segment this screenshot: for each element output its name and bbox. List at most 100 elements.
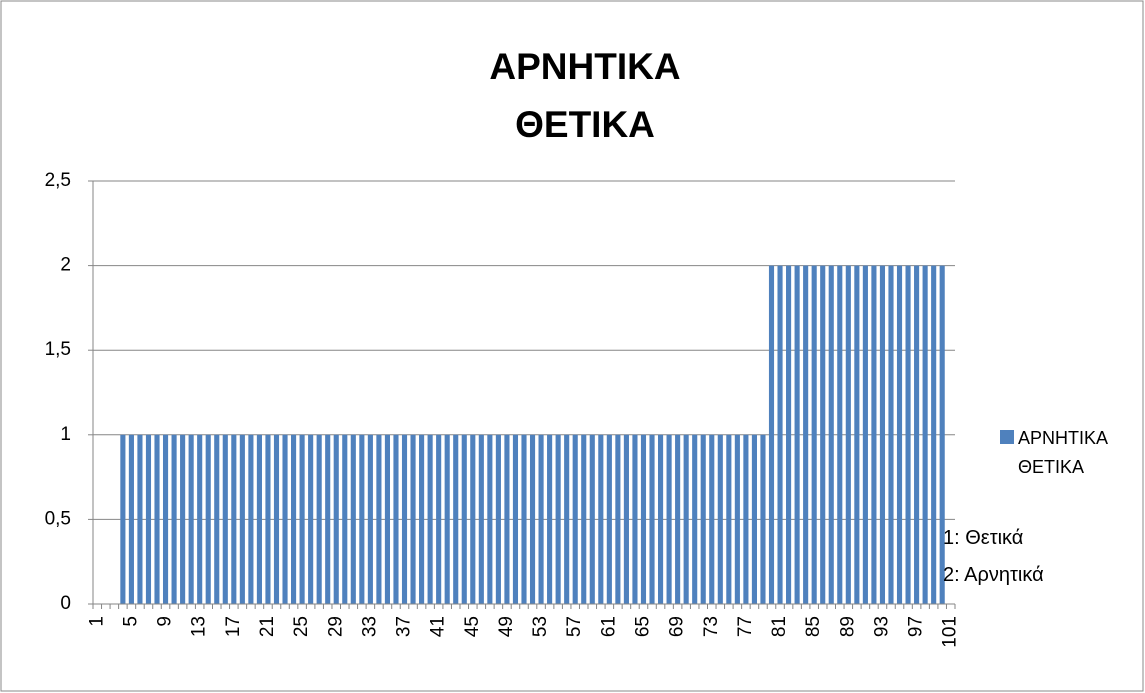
bar bbox=[367, 434, 373, 604]
bar bbox=[931, 265, 937, 604]
bar bbox=[640, 434, 647, 604]
legend-swatch bbox=[1000, 430, 1014, 444]
bar bbox=[547, 434, 553, 604]
x-tick-label: 81 bbox=[769, 616, 790, 637]
bar bbox=[811, 265, 817, 604]
bar bbox=[273, 434, 280, 604]
x-tick-label: 97 bbox=[906, 616, 927, 637]
bar bbox=[854, 265, 860, 604]
x-tick-label: 57 bbox=[564, 616, 585, 637]
bar bbox=[905, 265, 911, 604]
bar bbox=[871, 265, 877, 604]
bar bbox=[316, 434, 322, 604]
bar bbox=[325, 434, 331, 604]
bar bbox=[308, 434, 314, 604]
chart-title: ΑΡΝΗΤΙΚΑ ΘΕΤΙΚΑ bbox=[489, 46, 681, 145]
bar bbox=[709, 434, 715, 604]
bar bbox=[786, 265, 792, 604]
bar bbox=[803, 265, 809, 604]
x-tick-label: 37 bbox=[394, 616, 415, 637]
bar bbox=[751, 434, 757, 604]
x-tick-label: 17 bbox=[223, 616, 244, 637]
bar bbox=[239, 434, 245, 604]
bar bbox=[419, 434, 425, 604]
bar bbox=[734, 434, 740, 604]
bar bbox=[393, 434, 399, 604]
bar bbox=[529, 434, 536, 604]
bar bbox=[470, 434, 476, 604]
x-tick-label: 101 bbox=[940, 616, 961, 648]
bar bbox=[572, 434, 578, 604]
bar bbox=[862, 265, 868, 604]
bar bbox=[453, 434, 459, 604]
bar bbox=[743, 434, 749, 604]
bar bbox=[478, 434, 484, 604]
bar bbox=[256, 434, 262, 604]
bar bbox=[555, 434, 561, 604]
bar bbox=[333, 434, 339, 604]
x-tick-label: 33 bbox=[359, 616, 380, 637]
bar bbox=[180, 434, 186, 604]
bar bbox=[581, 434, 587, 604]
x-tick-label: 53 bbox=[530, 616, 551, 637]
bar bbox=[939, 265, 945, 604]
bar bbox=[291, 434, 297, 604]
y-tick-label: 0,5 bbox=[45, 508, 71, 529]
bar bbox=[589, 434, 595, 604]
bar bbox=[137, 434, 143, 604]
x-tick-label: 49 bbox=[496, 616, 517, 637]
x-tick-label: 65 bbox=[633, 616, 654, 637]
bar bbox=[794, 265, 800, 604]
x-tick-label: 13 bbox=[189, 616, 210, 637]
x-tick-label: 77 bbox=[735, 616, 756, 637]
bar bbox=[231, 434, 237, 604]
bar bbox=[248, 434, 254, 604]
bar bbox=[564, 434, 570, 604]
x-tick-label: 73 bbox=[701, 616, 722, 637]
bar bbox=[410, 434, 416, 604]
bar bbox=[512, 434, 519, 604]
bar bbox=[615, 434, 621, 604]
bar bbox=[427, 434, 433, 604]
x-tick-label: 45 bbox=[462, 616, 483, 637]
bar bbox=[845, 265, 851, 604]
bar bbox=[350, 434, 356, 604]
bar bbox=[820, 265, 826, 604]
bar bbox=[495, 434, 501, 604]
bar bbox=[162, 434, 169, 604]
bar bbox=[145, 434, 152, 604]
bar bbox=[828, 265, 834, 604]
bar bbox=[384, 434, 391, 604]
bar bbox=[692, 434, 698, 604]
y-tick-label: 1 bbox=[60, 424, 71, 445]
x-tick-label: 21 bbox=[257, 616, 278, 637]
x-tick-label: 25 bbox=[291, 616, 312, 637]
x-tick-label: 85 bbox=[803, 616, 824, 637]
bar bbox=[675, 434, 681, 604]
bar bbox=[768, 265, 775, 604]
bar bbox=[359, 434, 365, 604]
bar bbox=[538, 434, 544, 604]
x-tick-label: 5 bbox=[120, 616, 141, 627]
bar bbox=[265, 434, 271, 604]
bar bbox=[632, 434, 638, 604]
y-tick-label: 1,5 bbox=[45, 339, 71, 360]
y-tick-label: 2,5 bbox=[45, 170, 71, 191]
x-tick-label: 61 bbox=[598, 616, 619, 637]
x-tick-label: 41 bbox=[428, 616, 449, 637]
bar bbox=[606, 434, 612, 604]
bar bbox=[726, 434, 732, 604]
bar bbox=[623, 434, 629, 604]
bar bbox=[700, 434, 706, 604]
bar bbox=[342, 434, 348, 604]
bar bbox=[188, 434, 194, 604]
bar bbox=[777, 265, 783, 604]
bar bbox=[444, 434, 450, 604]
bar bbox=[205, 434, 211, 604]
bar bbox=[683, 434, 689, 604]
x-tick-label: 89 bbox=[837, 616, 858, 637]
bar bbox=[401, 434, 408, 604]
annotation: 2: Αρνητικά bbox=[943, 564, 1044, 586]
bar bbox=[487, 434, 493, 604]
